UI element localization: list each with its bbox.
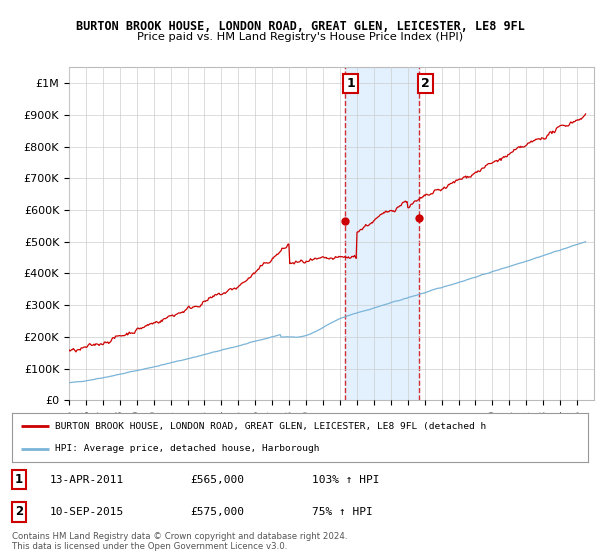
Text: £565,000: £565,000 [191,475,245,484]
Text: HPI: Average price, detached house, Harborough: HPI: Average price, detached house, Harb… [55,444,320,453]
Text: BURTON BROOK HOUSE, LONDON ROAD, GREAT GLEN, LEICESTER, LE8 9FL (detached h: BURTON BROOK HOUSE, LONDON ROAD, GREAT G… [55,422,487,431]
Text: 2: 2 [15,505,23,519]
Text: 13-APR-2011: 13-APR-2011 [49,475,124,484]
Text: 1: 1 [15,473,23,486]
Text: BURTON BROOK HOUSE, LONDON ROAD, GREAT GLEN, LEICESTER, LE8 9FL: BURTON BROOK HOUSE, LONDON ROAD, GREAT G… [76,20,524,32]
Text: 1: 1 [346,77,355,90]
Text: £575,000: £575,000 [191,507,245,517]
Text: 2: 2 [421,77,430,90]
Bar [345,67,419,400]
Text: 75% ↑ HPI: 75% ↑ HPI [311,507,372,517]
Text: 103% ↑ HPI: 103% ↑ HPI [311,475,379,484]
Text: 10-SEP-2015: 10-SEP-2015 [49,507,124,517]
Text: Contains HM Land Registry data © Crown copyright and database right 2024.
This d: Contains HM Land Registry data © Crown c… [12,532,347,552]
Text: Price paid vs. HM Land Registry's House Price Index (HPI): Price paid vs. HM Land Registry's House … [137,32,463,43]
